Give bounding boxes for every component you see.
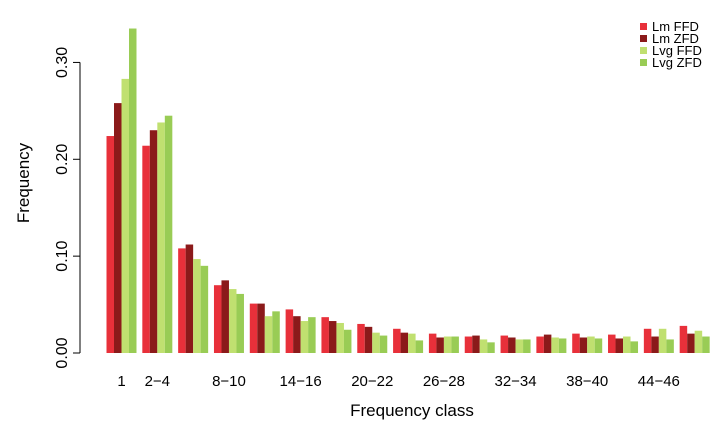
bar <box>487 342 495 353</box>
legend-label: Lm FFD <box>652 19 699 34</box>
bar <box>221 280 229 353</box>
y-axis-ticks: 0.00 0.10 0.20 0.30 <box>54 47 80 369</box>
bar <box>651 336 659 353</box>
bar <box>164 115 173 353</box>
bar <box>572 333 580 353</box>
bar <box>415 340 424 353</box>
y-tick-label: 0.00 <box>54 337 71 368</box>
bar <box>472 335 480 353</box>
bar <box>658 328 667 353</box>
bar <box>687 333 695 353</box>
bar <box>579 337 588 353</box>
x-tick-label: 32−34 <box>494 373 536 390</box>
bar <box>129 28 137 354</box>
bar <box>357 323 365 353</box>
bar <box>702 336 710 353</box>
bar <box>587 336 595 353</box>
legend-swatch <box>640 23 647 30</box>
bar <box>364 326 373 353</box>
legend-swatch <box>640 47 647 54</box>
bar <box>236 293 244 353</box>
bar <box>372 332 380 353</box>
bar <box>643 328 652 353</box>
x-tick-label: 14−16 <box>280 373 322 390</box>
bar <box>264 316 273 353</box>
bars-group <box>106 28 710 354</box>
bar <box>608 334 616 353</box>
bar <box>336 322 344 353</box>
bar <box>293 316 301 353</box>
bar <box>321 317 329 353</box>
bar <box>343 329 352 353</box>
bar <box>623 336 631 353</box>
legend-label: Lm ZFD <box>652 31 699 46</box>
bar <box>515 339 524 353</box>
bar <box>436 337 444 353</box>
legend-swatch <box>640 59 647 66</box>
bar <box>451 336 459 353</box>
bar <box>393 328 401 353</box>
bar <box>543 334 552 353</box>
bar <box>558 338 567 353</box>
bar <box>272 311 280 353</box>
bar <box>121 78 129 353</box>
bar <box>500 335 509 353</box>
x-axis-title: Frequency class <box>350 401 474 420</box>
y-tick-label: 0.20 <box>54 144 71 175</box>
bar <box>213 285 222 353</box>
bar <box>508 337 516 353</box>
legend-label: Lvg ZFD <box>652 55 702 70</box>
bar <box>285 309 294 353</box>
bar <box>400 332 409 353</box>
bar <box>479 339 488 353</box>
bar <box>149 130 158 353</box>
bar <box>257 303 265 353</box>
legend-label: Lvg FFD <box>652 43 702 58</box>
bar <box>594 338 603 353</box>
bar <box>428 333 437 353</box>
bar <box>551 337 559 353</box>
x-tick-label: 38−40 <box>566 373 608 390</box>
x-axis-tick-labels: 1 2−4 8−10 14−16 20−22 26−28 32−34 38−40 44−46 <box>117 373 680 390</box>
bar <box>666 339 674 353</box>
bar <box>464 336 473 353</box>
bar <box>536 336 544 353</box>
y-tick-label: 0.30 <box>54 47 71 78</box>
x-tick-label: 2−4 <box>145 373 170 390</box>
bar <box>615 338 624 353</box>
bar <box>157 122 165 353</box>
bar <box>443 336 452 353</box>
bar <box>328 321 337 353</box>
y-axis-title: Frequency <box>14 142 33 223</box>
x-tick-label: 26−28 <box>423 373 465 390</box>
bar <box>228 289 237 353</box>
legend-swatch <box>640 35 647 42</box>
bar <box>142 145 150 353</box>
y-tick-label: 0.10 <box>54 240 71 271</box>
bar <box>408 333 416 353</box>
bar <box>193 259 201 353</box>
bar <box>106 136 114 353</box>
x-tick-label: 44−46 <box>638 373 680 390</box>
bar <box>185 244 194 353</box>
bar <box>114 103 122 353</box>
bar <box>200 265 209 353</box>
bar <box>379 335 388 353</box>
bar <box>300 321 309 353</box>
bar <box>178 248 186 353</box>
bar <box>308 317 316 353</box>
x-tick-label: 8−10 <box>212 373 246 390</box>
x-tick-label: 20−22 <box>351 373 393 390</box>
bar <box>249 303 258 353</box>
bar <box>694 330 703 353</box>
bar <box>523 339 531 353</box>
bar <box>630 341 639 353</box>
x-tick-label: 1 <box>117 373 125 390</box>
bar <box>679 325 688 353</box>
